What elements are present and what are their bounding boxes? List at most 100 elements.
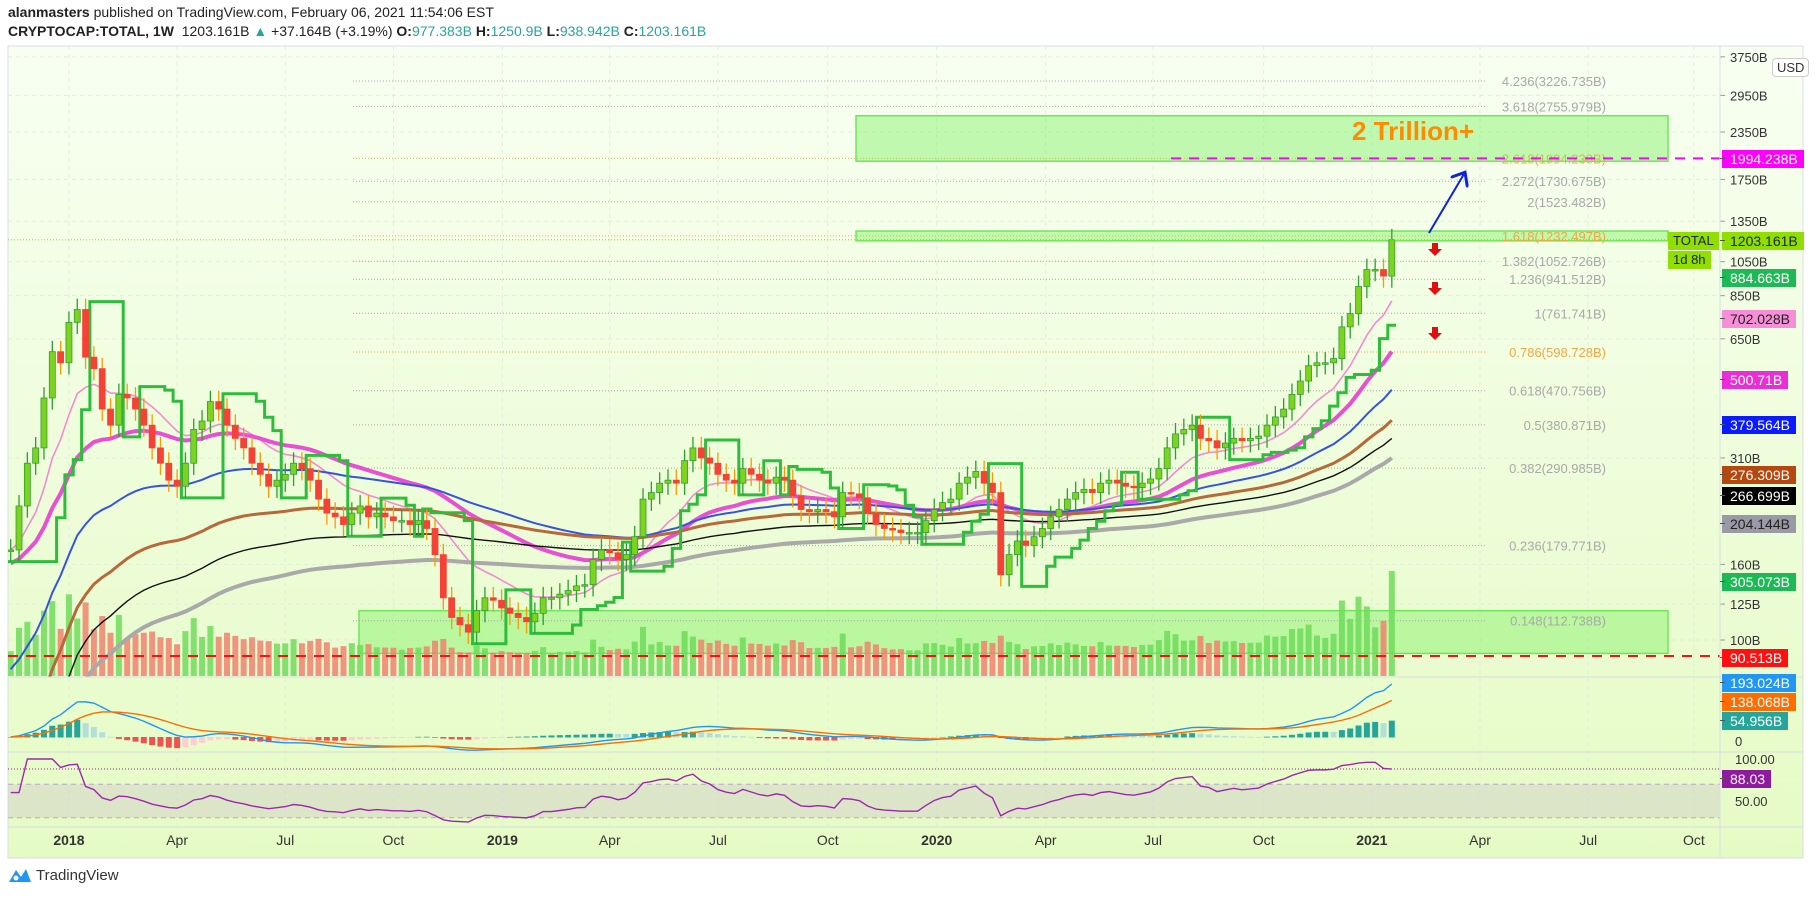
macd-line [10,683,1393,751]
macd-histogram-bar [689,731,696,738]
candle-body [789,479,797,497]
candle-body [955,482,963,500]
macd-histogram-bar [972,734,979,738]
candle-body [506,607,514,614]
volume-bar [265,641,272,676]
fib-label: 2.272(1730.675B) [1502,174,1606,189]
candle-body [914,532,921,535]
volume-bar [1380,620,1387,676]
volume-bar [1155,640,1162,676]
candle-body [964,476,971,484]
sma-black-line [68,437,1393,677]
price-tag-ema-magenta: 500.71B [1719,371,1789,389]
candle-body [1363,269,1371,287]
candle-body [1055,509,1063,518]
macd-histogram-bar [1355,725,1362,738]
macd-histogram-bar [789,737,796,740]
down-arrow-icon [1428,327,1442,340]
candle-body [939,502,946,510]
price-tag-ema-pink: 702.028B [1720,310,1796,328]
candle-body [764,479,772,484]
volume-bar [1330,633,1337,676]
macd-histogram-bar [1056,737,1063,738]
macd-histogram-bar [781,737,788,739]
down-arrows [1428,243,1442,340]
candle-body [1246,438,1254,442]
volume-bar [872,644,879,676]
candle-body [48,351,56,399]
macd-histogram-bar [382,737,389,739]
candle-body [215,401,223,410]
time-tick-label: 2020 [921,832,953,848]
y-tick-label: 1350B [1730,214,1768,229]
macd-tag-macd: 193.024B [1720,674,1796,692]
candle-body [173,479,181,487]
volume-bar [714,640,721,676]
candle-body [1288,394,1296,410]
macd-histogram-bar [99,732,106,738]
volume-bar [448,647,455,676]
candle-body [340,516,347,525]
candle-body [1222,442,1229,449]
macd-histogram-bar [939,736,946,738]
volume-bar [506,652,513,676]
volume-bar [1122,645,1129,676]
volume-bar [947,646,954,676]
candle-body [140,408,148,426]
price-change: +37.164B (+3.19%) [271,23,393,39]
macd-histogram-bar [1280,735,1287,738]
currency-button[interactable]: USD [1772,58,1810,77]
candle-body [1155,468,1163,480]
y-tick-label: 3750B [1730,50,1768,65]
candle-body [589,559,597,586]
macd-histogram-bar [199,737,206,744]
volume-bar [273,643,280,676]
price-tag-sma-gray: 204.144B [1720,515,1796,533]
volume-bar [398,649,405,676]
fib-label: 1(761.741B) [1534,306,1606,321]
candle-body [190,429,198,464]
macd-histogram-bar [798,737,805,740]
candle-body [248,447,256,464]
volume-bar [473,645,480,676]
macd-histogram-bar [1272,736,1279,738]
time-tick-label: Jul [276,832,295,848]
candle-body [1022,540,1030,546]
macd-histogram-bar [931,737,938,739]
volume-bar [889,649,896,676]
volume-bar [1372,627,1379,676]
volume-bar [215,636,222,676]
time-tick-label: 2018 [53,832,85,848]
time-tick-label: Oct [1682,832,1705,848]
candle-body [1305,365,1313,382]
volume-bar [207,626,214,676]
candle-body [947,498,955,503]
volume-bar [224,632,231,676]
candle-body [1280,408,1288,418]
candle-body [1313,362,1321,367]
candle-body [905,532,913,535]
volume-bar [99,615,106,676]
volume-bar [348,643,355,676]
y-tick-label: 310B [1730,451,1760,466]
macd-histogram-bar [1322,731,1329,738]
candle-body [855,493,863,499]
candle-body [1213,440,1221,449]
candle-body [647,492,655,500]
author-name[interactable]: alanmasters [8,4,90,20]
volume-bar [664,645,671,676]
y-tick-label: 1050B [1730,255,1768,270]
fib-label: 0.5(380.871B) [1524,418,1606,433]
volume-bar [1006,641,1013,676]
volume-bar [1031,646,1038,676]
candle-body [539,597,547,614]
volume-bar [789,640,796,676]
macd-histogram-bar [773,737,780,739]
tradingview-logo[interactable]: TradingView [8,866,119,884]
candle-body [1380,269,1387,277]
candle-body [1122,482,1129,487]
candle-body [606,549,614,554]
volume-bar [1139,644,1146,676]
macd-histogram-bar [1313,731,1320,738]
